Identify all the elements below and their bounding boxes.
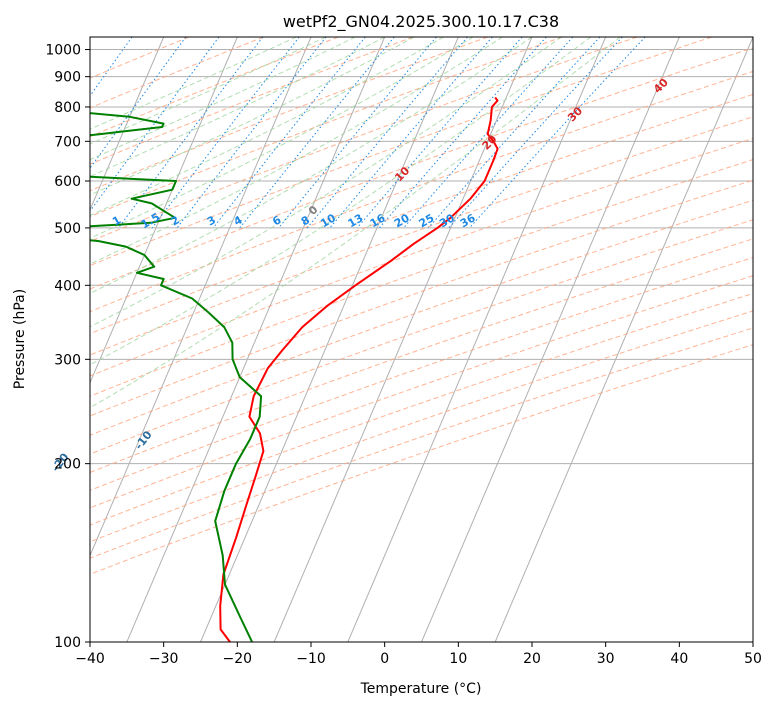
dry-adiabat-line: [90, 116, 753, 356]
dry-adiabat-line: [90, 327, 753, 559]
dry-adiabat-line: [90, 159, 753, 397]
y-tick-label: 300: [54, 352, 81, 368]
y-axis-label: Pressure (hPa): [12, 289, 28, 389]
temperature-trace: [219, 96, 499, 642]
mixing-ratio-line: [379, 37, 547, 229]
moist-adiabat-line: [90, 37, 592, 366]
moist-adiabat-line: [90, 37, 621, 409]
dry-adiabat-line: [90, 344, 753, 575]
x-tick-label: 40: [670, 651, 688, 667]
mixing-ratio-line: [306, 37, 468, 229]
x-tick-label: −30: [149, 651, 179, 667]
x-tick-label: −40: [75, 651, 105, 667]
moist-adiabat-line: [90, 37, 444, 216]
x-tick-label: 10: [449, 651, 467, 667]
isotherm-line: [90, 37, 165, 212]
y-tick-label: 100: [54, 635, 81, 651]
dry-adiabat-line: [90, 37, 563, 218]
y-tick-label: 900: [54, 70, 81, 86]
dry-adiabat-line: [90, 37, 712, 267]
dry-adiabat-line: [90, 199, 753, 436]
y-tick-label: 200: [54, 457, 81, 473]
mixing-ratio-line: [118, 37, 264, 229]
x-tick-label: 50: [744, 651, 762, 667]
isotherm-line: [494, 37, 753, 642]
dry-adiabat-line: [90, 238, 753, 473]
moist-adiabat-line: [90, 37, 562, 328]
mixing-ratio-line: [90, 37, 133, 97]
y-tick-label: 700: [54, 134, 81, 150]
dry-adiabat-line: [90, 37, 264, 109]
y-tick-label: 1000: [45, 43, 81, 59]
x-tick-label: 0: [380, 651, 389, 667]
x-tick-label: −20: [223, 651, 253, 667]
axes: −40 −30 −20 −10 0 10 20 30 40 50 100 200 300 400 500 60…: [45, 43, 762, 667]
dry-adiabat-line: [90, 179, 753, 417]
dry-adiabat-line: [90, 292, 753, 526]
y-tick-label: 600: [54, 174, 81, 190]
isotherm-line: [421, 37, 680, 642]
moist-adiabat-line: [90, 37, 326, 145]
moist-adiabat-line: [90, 37, 356, 161]
x-tick-label: 30: [597, 651, 615, 667]
mixing-ratio-line: [212, 37, 366, 229]
x-tick-label: −10: [296, 651, 326, 667]
chart-title: wetPf2_GN04.2025.300.10.17.C38: [283, 12, 559, 32]
moist-adiabat-line: [90, 37, 533, 294]
dry-adiabat-line: [90, 47, 753, 290]
y-tick-label: 400: [54, 278, 81, 294]
mixing-ratio-line: [239, 37, 395, 229]
mixing-ratio-line: [448, 37, 623, 229]
dry-adiabat-line: [90, 93, 753, 335]
moist-adiabat-line: [90, 37, 415, 196]
x-tick-label: 20: [523, 651, 541, 667]
dry-adiabat-line: [90, 256, 753, 491]
plot-frame: [89, 36, 754, 643]
moist-adiabat-line: [90, 37, 474, 239]
dry-adiabat-line: [90, 37, 638, 242]
moist-adiabat-line: [90, 37, 503, 265]
dry-adiabat-line: [90, 219, 753, 455]
sounding-traces: [90, 96, 499, 642]
reference-lines: [90, 37, 753, 642]
mixing-ratio-line: [90, 37, 220, 213]
dry-adiabat-line: [90, 310, 753, 543]
dry-adiabat-line: [90, 37, 488, 192]
isotherm-line: [126, 37, 386, 642]
x-axis-label: Temperature (°C): [360, 681, 482, 697]
y-tick-label: 500: [54, 221, 81, 237]
mixing-ratio-line: [403, 37, 574, 229]
dry-adiabat-line: [90, 70, 753, 313]
dewpoint-trace: [90, 112, 263, 642]
mixing-ratio-line: [90, 37, 187, 169]
isotherm-line: [347, 37, 607, 642]
dry-adiabat-line: [90, 275, 753, 509]
mixing-ratio-line: [469, 37, 646, 229]
isotherm-line: [90, 37, 238, 384]
y-tick-label: 800: [54, 100, 81, 116]
